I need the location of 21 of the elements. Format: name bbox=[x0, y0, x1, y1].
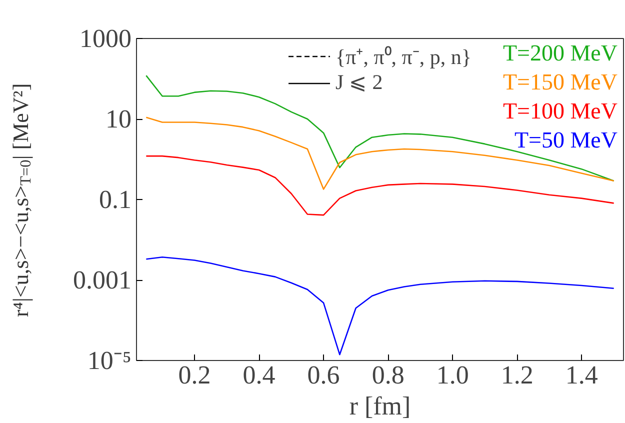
y-tick-label: 10⁻⁵ bbox=[87, 346, 132, 375]
text: T=50 MeV bbox=[514, 128, 618, 152]
text: T=200 MeV bbox=[502, 40, 618, 66]
text: T=100 MeV bbox=[502, 98, 618, 124]
legend-label: {π⁺, π⁰, π⁻, p, n} bbox=[336, 44, 472, 70]
y-tick-label: 0.1 bbox=[99, 185, 132, 214]
x-tick-label: 0.2 bbox=[178, 360, 211, 390]
legend-label: J ⩽ 2 bbox=[336, 70, 383, 95]
x-tick-label: 0.6 bbox=[307, 360, 340, 390]
x-tick-label: 1.4 bbox=[565, 360, 598, 390]
x-tick-label: 1.0 bbox=[436, 360, 469, 390]
y-tick-label: 1000 bbox=[80, 24, 132, 53]
x-tick-label: 1.2 bbox=[500, 360, 534, 390]
x-tick-label: 0.4 bbox=[242, 360, 276, 390]
x-axis-title: r [fm] bbox=[349, 392, 411, 420]
y-tick-label: 0.001 bbox=[73, 266, 132, 294]
x-tick-label: 0.8 bbox=[372, 360, 404, 390]
y-tick-label: 10 bbox=[106, 104, 132, 134]
line-series bbox=[146, 155, 614, 216]
line-series bbox=[146, 256, 614, 356]
text: T=150 MeV bbox=[502, 70, 618, 94]
